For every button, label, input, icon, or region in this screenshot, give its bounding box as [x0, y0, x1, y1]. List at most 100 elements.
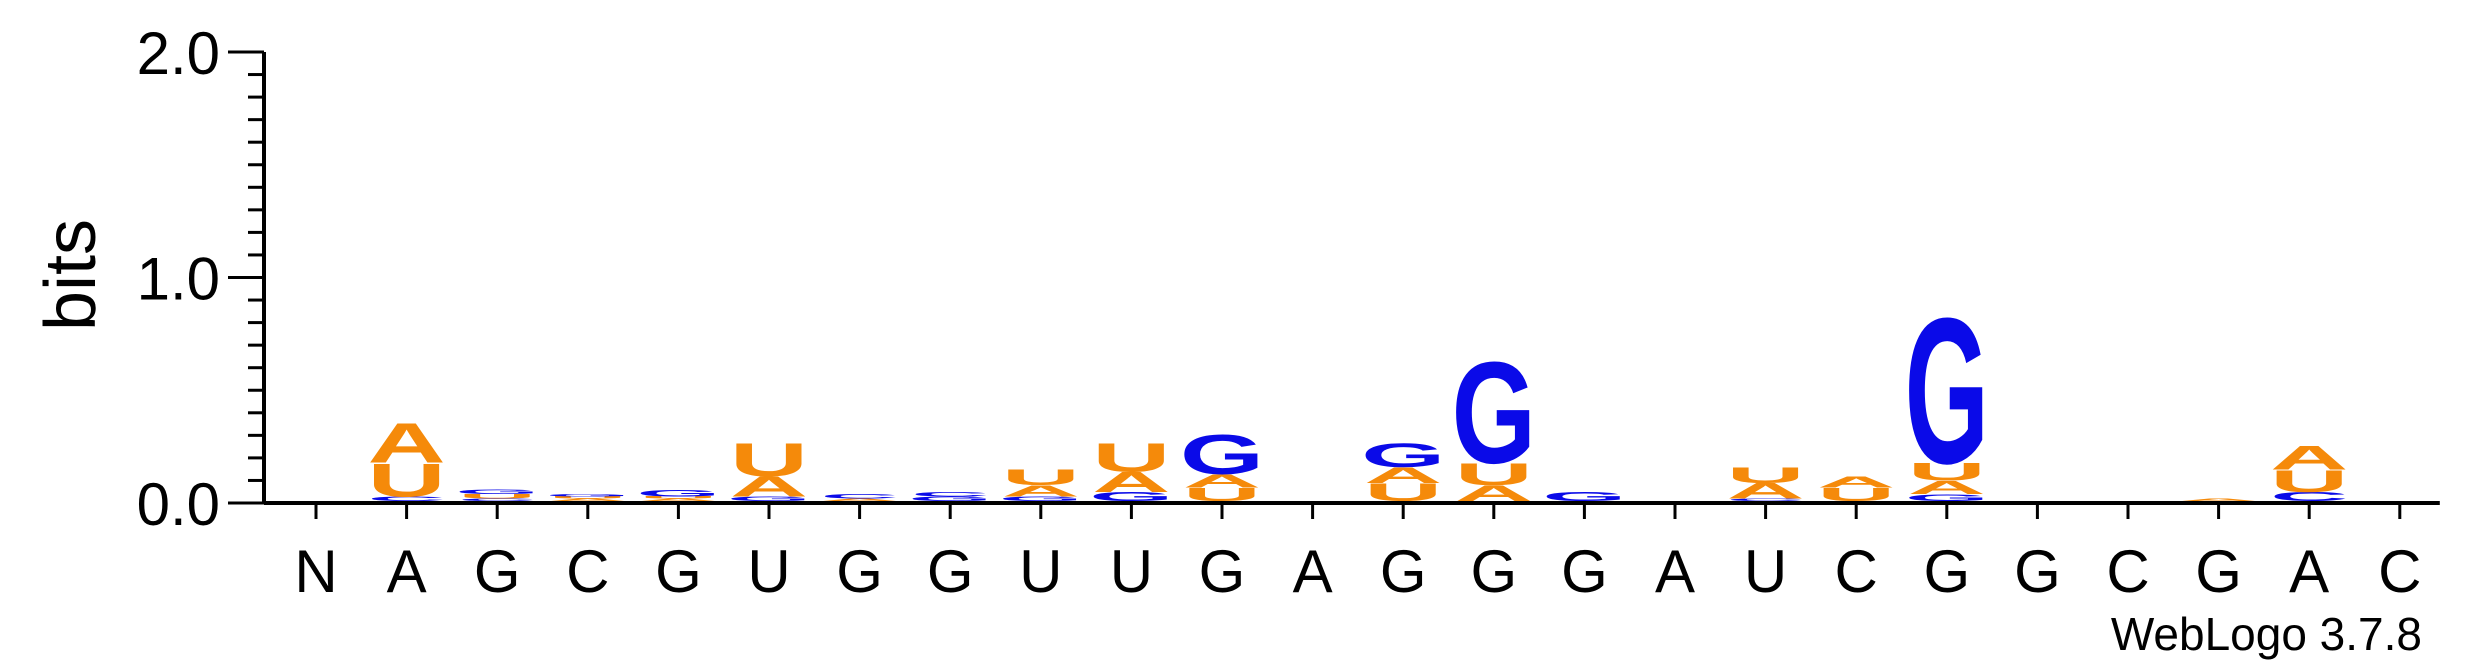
logo-letter-a: A: [730, 471, 808, 503]
logo-letter-glyph: U: [367, 454, 445, 507]
x-tick-label: C: [2106, 538, 2149, 605]
logo-letter-a: A: [639, 498, 717, 501]
logo-letter-g: G: [455, 489, 539, 496]
logo-letter-glyph: A: [730, 471, 808, 503]
logo-letter-glyph: A: [2179, 498, 2257, 501]
x-tick-label: G: [1199, 538, 1246, 605]
logo-letter-g: G: [1452, 332, 1536, 494]
x-tick-label: C: [2378, 538, 2421, 605]
logo-letter-glyph: C: [1726, 498, 1804, 501]
logo-letter-glyph: C: [911, 491, 989, 498]
logo-letter-u: U: [1908, 458, 1986, 486]
logo-letter-g: G: [1361, 436, 1445, 475]
logo-letter-glyph: G: [727, 495, 811, 502]
logo-letter-glyph: G: [546, 494, 630, 497]
logo-letter-glyph: G: [1180, 423, 1264, 486]
logo-letter-glyph: A: [639, 498, 717, 501]
x-tick-label: U: [1110, 538, 1153, 605]
logo-letter-c: C: [820, 493, 898, 500]
y-tick-label: 1.0: [137, 246, 220, 313]
logo-letter-a: A: [1364, 463, 1442, 488]
logo-letter-u: U: [1726, 463, 1804, 488]
logo-letter-c: C: [458, 498, 536, 501]
logo-letter-g: G: [999, 495, 1083, 502]
logo-letter-glyph: G: [1542, 490, 1626, 504]
logo-letter-glyph: U: [1364, 478, 1442, 506]
y-axis-label: bits: [31, 219, 111, 331]
logo-letter-glyph: U: [1908, 458, 1986, 486]
logo-letter-glyph: U: [1002, 465, 1080, 490]
logo-letter-g: G: [908, 495, 992, 502]
logo-letter-u: U: [1817, 484, 1895, 505]
logo-letter-glyph: U: [1817, 484, 1895, 505]
logo-letter-glyph: G: [1452, 332, 1536, 494]
logo-letter-glyph: U: [549, 496, 627, 499]
logo-letter-g: G: [1542, 490, 1626, 504]
logo-letter-c: C: [367, 495, 445, 502]
logo-letter-u: U: [639, 496, 717, 499]
logo-letter-g: G: [636, 488, 720, 499]
logo-letter-glyph: U: [1092, 435, 1170, 480]
x-tick-label: C: [566, 538, 609, 605]
logo-letter-glyph: C: [2270, 490, 2348, 504]
x-tick-label: N: [294, 538, 337, 605]
logo-letter-c: C: [1726, 498, 1804, 501]
logo-letter-a: A: [1183, 471, 1261, 492]
x-tick-label: G: [927, 538, 974, 605]
logo-letter-a: A: [1002, 482, 1080, 499]
logo-letter-glyph: U: [458, 493, 536, 500]
logo-letter-u: U: [1092, 435, 1170, 480]
logo-letter-g: G: [1089, 490, 1173, 504]
x-tick-label: C: [1835, 538, 1878, 605]
x-tick-label: A: [387, 538, 427, 605]
logo-letter-g: G: [1905, 276, 1989, 508]
logo-letter-g: G: [546, 494, 630, 497]
logo-letter-a: A: [1817, 473, 1895, 490]
logo-letter-g: G: [1905, 493, 1989, 504]
logo-letter-glyph: A: [1908, 477, 1986, 498]
logo-letter-a: A: [1726, 479, 1804, 504]
logo-letter-glyph: G: [1089, 490, 1173, 504]
logo-letter-glyph: C: [367, 495, 445, 502]
logo-letter-a: A: [1092, 466, 1170, 498]
logo-letter-a: A: [367, 412, 445, 475]
logo-letter-a: A: [2270, 438, 2348, 477]
logo-letter-glyph: A: [1002, 482, 1080, 499]
logo-letter-glyph: G: [1361, 436, 1445, 475]
logo-letter-u: U: [367, 454, 445, 507]
logo-letter-glyph: A: [1092, 466, 1170, 498]
logo-letter-glyph: A: [2270, 438, 2348, 477]
logo-letter-glyph: G: [1905, 276, 1989, 508]
y-tick-label: 0.0: [137, 471, 220, 538]
x-tick-label: A: [1293, 538, 1333, 605]
logo-letter-u: U: [730, 433, 808, 486]
logo-letter-a: A: [1908, 477, 1986, 498]
logo-letter-glyph: G: [1905, 493, 1989, 504]
x-tick-label: G: [2014, 538, 2061, 605]
logo-letter-glyph: G: [455, 489, 539, 496]
logo-letter-glyph: U: [1455, 457, 1533, 492]
logo-letter-g: G: [1180, 423, 1264, 486]
logo-letter-glyph: A: [549, 498, 627, 501]
logo-letter-u: U: [1183, 484, 1261, 505]
x-tick-label: G: [655, 538, 702, 605]
logo-letter-a: A: [1455, 481, 1533, 506]
x-tick-label: A: [2289, 538, 2329, 605]
logo-letter-glyph: G: [999, 495, 1083, 502]
logo-letter-glyph: A: [1183, 471, 1261, 492]
logo-letter-glyph: C: [820, 493, 898, 500]
logo-letter-glyph: A: [367, 412, 445, 475]
logo-letter-glyph: G: [636, 488, 720, 499]
logo-letter-glyph: A: [1817, 473, 1895, 490]
y-tick-label: 2.0: [137, 20, 220, 87]
logo-letter-a: A: [820, 498, 898, 501]
logo-letter-glyph: C: [458, 498, 536, 501]
x-tick-label: G: [474, 538, 521, 605]
logo-letter-u: U: [1455, 457, 1533, 492]
logo-letter-a: A: [549, 498, 627, 501]
logo-letter-glyph: U: [639, 496, 717, 499]
x-tick-label: G: [1923, 538, 1970, 605]
